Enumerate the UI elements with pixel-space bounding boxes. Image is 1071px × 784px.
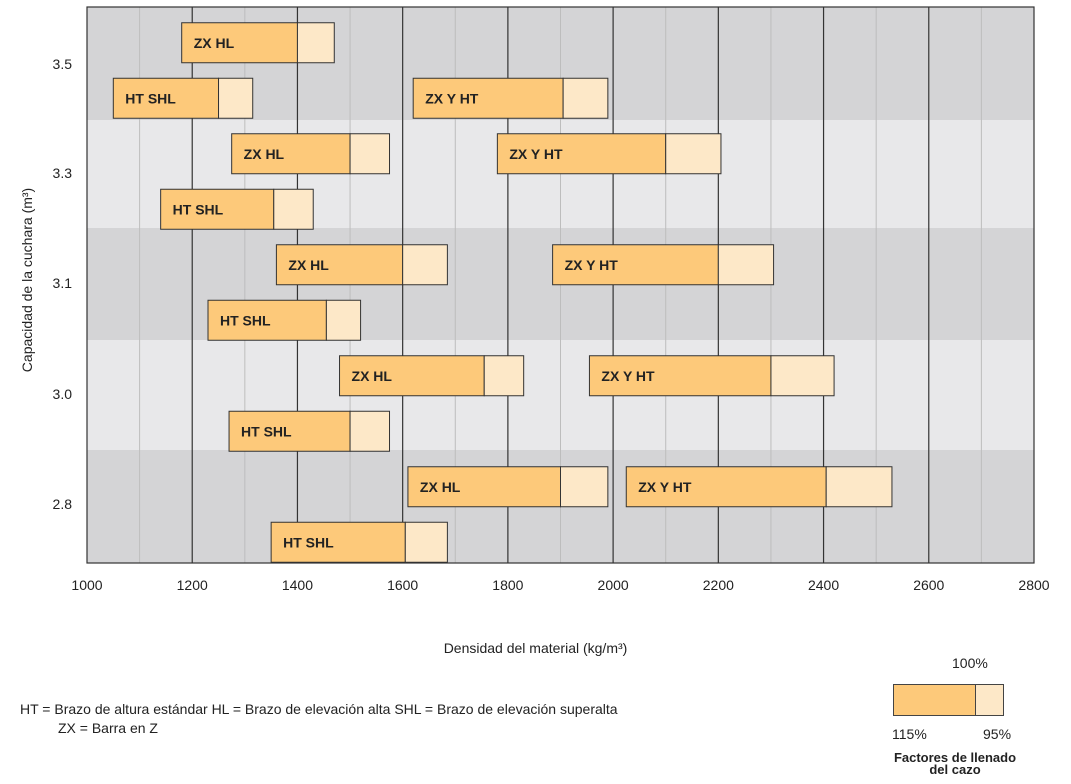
range-bar-high-fill (412, 77, 564, 119)
bar-label: ZX Y HT (425, 90, 479, 106)
x-tick-label: 2400 (808, 577, 839, 593)
legend-line-2: ZX = Barra en Z (58, 720, 158, 736)
fill-factor-legend: 100% 115% 95% Factores de llenado del ca… (880, 650, 1070, 784)
range-bar-low-fill (560, 466, 609, 508)
fill-legend-115: 115% (892, 726, 927, 742)
x-tick-label: 1000 (71, 577, 102, 593)
plot-frame (86, 6, 1035, 564)
range-bar-low-fill (717, 244, 775, 286)
fill-legend-swatch-high (893, 684, 975, 716)
range-bar-low-fill (562, 77, 609, 119)
y-tick-label: 2.8 (53, 496, 73, 512)
bar-label: HT SHL (283, 534, 334, 550)
range-bar-low-fill (218, 77, 254, 119)
bar-label: ZX Y HT (601, 368, 655, 384)
y-tick-label: 3.1 (53, 275, 73, 291)
range-bar-high-fill (625, 466, 827, 508)
bar-label: ZX HL (352, 368, 393, 384)
range-bar-high-fill (552, 244, 719, 286)
fill-legend-caption-2: del cazo (929, 762, 981, 777)
bar-label: HT SHL (241, 423, 292, 439)
x-tick-label: 2200 (703, 577, 734, 593)
range-bar-low-fill (349, 133, 391, 175)
range-bar-low-fill (325, 299, 362, 341)
y-tick-label: 3.5 (53, 56, 73, 72)
x-tick-label: 1400 (282, 577, 313, 593)
range-bar-high-fill (231, 133, 351, 175)
bar-label: ZX HL (288, 257, 329, 273)
fill-legend-swatch-low (975, 684, 1004, 716)
range-bar-high-fill (496, 133, 667, 175)
range-bar-low-fill (665, 133, 722, 175)
range-bar-low-fill (483, 355, 525, 397)
range-bar-high-fill (588, 355, 772, 397)
range-bar-low-fill (402, 244, 448, 286)
bar-label: ZX Y HT (565, 257, 619, 273)
range-bar-high-fill (339, 355, 485, 397)
fill-legend-100: 100% (952, 655, 988, 671)
bar-label: ZX HL (244, 146, 285, 162)
bar-label: ZX HL (194, 35, 235, 51)
x-tick-label: 2800 (1018, 577, 1049, 593)
abbreviation-legend: HT = Brazo de altura estándar HL = Brazo… (20, 700, 618, 738)
range-bar-low-fill (296, 22, 335, 64)
fill-legend-95: 95% (983, 726, 1012, 742)
range-bar-low-fill (349, 410, 391, 452)
bar-label: ZX Y HT (638, 479, 692, 495)
fill-legend-caption-1: Factores de llenado (893, 750, 1017, 765)
bar-label: ZX HL (420, 479, 461, 495)
x-tick-label: 1600 (387, 577, 418, 593)
y-tick-label: 3.3 (53, 165, 73, 181)
bar-label: HT SHL (220, 312, 271, 328)
x-tick-label: 2600 (913, 577, 944, 593)
bar-label: ZX Y HT (509, 146, 563, 162)
x-tick-label: 2000 (598, 577, 629, 593)
range-bar-low-fill (825, 466, 893, 508)
range-bar-high-fill (270, 521, 406, 563)
bar-label: HT SHL (173, 201, 224, 217)
range-bar-low-fill (273, 188, 314, 230)
range-bar-high-fill (181, 22, 298, 64)
x-tick-label: 1200 (177, 577, 208, 593)
range-bar-high-fill (112, 77, 220, 119)
fill-legend-caption: Factores de llenado del cazo (880, 750, 1030, 777)
bar-label: HT SHL (125, 90, 176, 106)
range-bar-high-fill (228, 410, 351, 452)
range-bar-high-fill (160, 188, 275, 230)
range-bar-low-fill (770, 355, 835, 397)
range-bar-high-fill (407, 466, 561, 508)
y-tick-label: 3.0 (53, 386, 73, 402)
x-tick-label: 1800 (492, 577, 523, 593)
range-bar-high-fill (275, 244, 404, 286)
legend-line-1: HT = Brazo de altura estándar HL = Brazo… (20, 701, 618, 717)
y-axis-title: Capacidad de la cuchara (m³) (19, 188, 35, 372)
range-bar-low-fill (404, 521, 448, 563)
x-axis-title: Densidad del material (kg/m³) (443, 640, 628, 656)
